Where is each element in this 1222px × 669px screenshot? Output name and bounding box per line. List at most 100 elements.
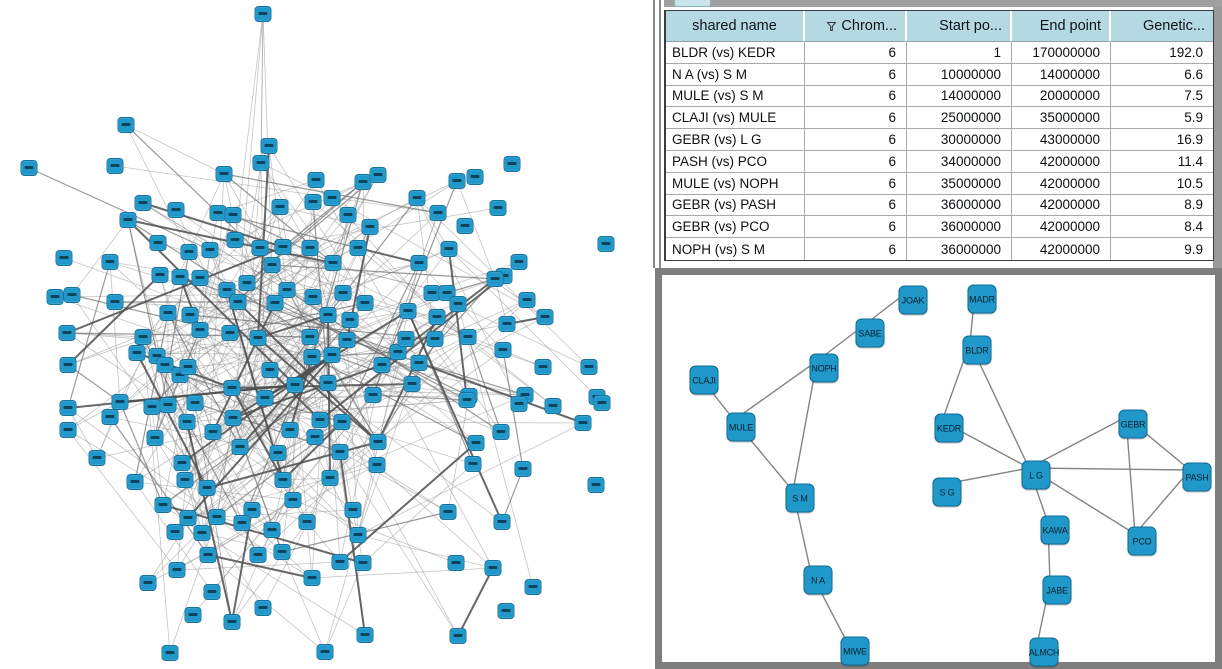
network-node[interactable] bbox=[101, 409, 119, 425]
network-node[interactable] bbox=[510, 396, 528, 412]
network-node[interactable] bbox=[260, 138, 278, 154]
network-node[interactable] bbox=[397, 331, 415, 347]
network-node[interactable] bbox=[106, 158, 124, 174]
network-node[interactable] bbox=[356, 627, 374, 643]
network-node[interactable] bbox=[339, 207, 357, 223]
network-node[interactable] bbox=[408, 190, 426, 206]
table-row[interactable]: N A (vs) S M 6 10000000 14000000 6.6 bbox=[666, 63, 1213, 86]
network-node[interactable] bbox=[399, 303, 417, 319]
network-node[interactable] bbox=[176, 472, 194, 488]
network-node[interactable] bbox=[518, 292, 536, 308]
network-node[interactable] bbox=[489, 200, 507, 216]
network-node[interactable] bbox=[59, 400, 77, 416]
cell-value[interactable]: 25000000 bbox=[907, 107, 1012, 130]
cell-value[interactable]: 6 bbox=[805, 63, 907, 86]
network-node[interactable] bbox=[58, 325, 76, 341]
network-node[interactable] bbox=[428, 309, 446, 325]
network-node[interactable] bbox=[319, 375, 337, 391]
network-node[interactable] bbox=[221, 325, 239, 341]
network-node[interactable] bbox=[426, 331, 444, 347]
network-node[interactable] bbox=[204, 424, 222, 440]
cell-value[interactable]: 6 bbox=[805, 42, 907, 64]
network-node-noph[interactable]: NOPH bbox=[809, 353, 839, 383]
cell-value[interactable]: 36000000 bbox=[907, 238, 1012, 260]
cell-shared-name[interactable]: NOPH (vs) S M bbox=[666, 238, 805, 260]
network-node[interactable] bbox=[273, 544, 291, 560]
cell-value[interactable]: 6 bbox=[805, 150, 907, 173]
cell-value[interactable]: 42000000 bbox=[1012, 150, 1111, 173]
network-node[interactable] bbox=[449, 296, 467, 312]
network-node-kawa[interactable]: KAWA bbox=[1040, 515, 1070, 545]
cell-value[interactable]: 6 bbox=[805, 172, 907, 195]
cell-shared-name[interactable]: PASH (vs) PCO bbox=[666, 150, 805, 173]
network-node[interactable] bbox=[286, 377, 304, 393]
network-node[interactable] bbox=[191, 322, 209, 338]
network-node[interactable] bbox=[63, 287, 81, 303]
network-node[interactable] bbox=[439, 504, 457, 520]
network-node[interactable] bbox=[356, 295, 374, 311]
table-row[interactable]: GEBR (vs) PCO 6 36000000 42000000 8.4 bbox=[666, 216, 1213, 239]
network-node[interactable] bbox=[410, 255, 428, 271]
cell-value[interactable]: 8.9 bbox=[1111, 195, 1213, 217]
network-node-s-g[interactable]: S G bbox=[932, 477, 962, 507]
table-row[interactable]: GEBR (vs) L G 6 30000000 43000000 16.9 bbox=[666, 129, 1213, 151]
network-node-pash[interactable]: PASH bbox=[1182, 462, 1212, 492]
network-node[interactable] bbox=[198, 480, 216, 496]
network-node-madr[interactable]: MADR bbox=[967, 284, 997, 314]
network-node[interactable] bbox=[156, 357, 174, 373]
network-node[interactable] bbox=[503, 156, 521, 172]
network-node[interactable] bbox=[334, 285, 352, 301]
network-node[interactable] bbox=[344, 502, 362, 518]
network-node[interactable] bbox=[171, 269, 189, 285]
cell-value[interactable]: 170000000 bbox=[1012, 42, 1111, 64]
network-node[interactable] bbox=[281, 422, 299, 438]
network-node[interactable] bbox=[587, 477, 605, 493]
cell-shared-name[interactable]: BLDR (vs) KEDR bbox=[666, 42, 805, 64]
network-node[interactable] bbox=[514, 461, 532, 477]
panel-tab[interactable] bbox=[674, 0, 711, 7]
network-node-almch[interactable]: ALMCH bbox=[1029, 637, 1059, 667]
cell-value[interactable]: 6 bbox=[805, 194, 907, 217]
network-node-pco[interactable]: PCO bbox=[1127, 526, 1157, 556]
table-row[interactable]: MULE (vs) NOPH 6 35000000 42000000 10.5 bbox=[666, 172, 1213, 195]
network-node[interactable] bbox=[167, 202, 185, 218]
cell-value[interactable]: 6 bbox=[805, 129, 907, 151]
network-node[interactable] bbox=[323, 190, 341, 206]
network-node[interactable] bbox=[215, 166, 233, 182]
network-node-n-a[interactable]: N A bbox=[803, 565, 833, 595]
network-node-bldr[interactable]: BLDR bbox=[962, 335, 992, 365]
network-node[interactable] bbox=[201, 242, 219, 258]
network-node[interactable] bbox=[243, 502, 261, 518]
cell-value[interactable]: 9.9 bbox=[1184, 241, 1203, 257]
network-node[interactable] bbox=[544, 398, 562, 414]
network-node-s-m[interactable]: S M bbox=[785, 483, 815, 513]
network-node[interactable] bbox=[186, 395, 204, 411]
cell-value[interactable]: 14000000 bbox=[907, 85, 1012, 108]
network-node[interactable] bbox=[510, 254, 528, 270]
network-node-sabe[interactable]: SABE bbox=[855, 318, 885, 348]
network-node[interactable] bbox=[254, 6, 272, 22]
network-node[interactable] bbox=[233, 515, 251, 531]
network-node[interactable] bbox=[323, 347, 341, 363]
cell-value[interactable]: 192.0 bbox=[1111, 42, 1213, 64]
network-node[interactable] bbox=[536, 309, 554, 325]
network-node[interactable] bbox=[580, 359, 598, 375]
table-row[interactable]: MULE (vs) S M 6 14000000 20000000 7.5 bbox=[666, 85, 1213, 108]
network-node[interactable] bbox=[180, 244, 198, 260]
network-node[interactable] bbox=[252, 155, 270, 171]
cell-value[interactable]: 42000000 bbox=[1012, 216, 1111, 239]
network-node[interactable] bbox=[498, 316, 516, 332]
network-node[interactable] bbox=[254, 600, 272, 616]
network-node[interactable] bbox=[161, 645, 179, 661]
network-node[interactable] bbox=[311, 412, 329, 428]
table-row[interactable]: GEBR (vs) PASH 6 36000000 42000000 8.9 bbox=[666, 194, 1213, 217]
network-node[interactable] bbox=[88, 450, 106, 466]
cell-value[interactable]: 6.6 bbox=[1111, 64, 1213, 86]
network-node[interactable] bbox=[331, 444, 349, 460]
cell-value[interactable]: 6 bbox=[805, 238, 907, 260]
network-node[interactable] bbox=[429, 205, 447, 221]
network-node[interactable] bbox=[224, 207, 242, 223]
network-node[interactable] bbox=[574, 415, 592, 431]
network-node[interactable] bbox=[410, 355, 428, 371]
network-node[interactable] bbox=[166, 524, 184, 540]
